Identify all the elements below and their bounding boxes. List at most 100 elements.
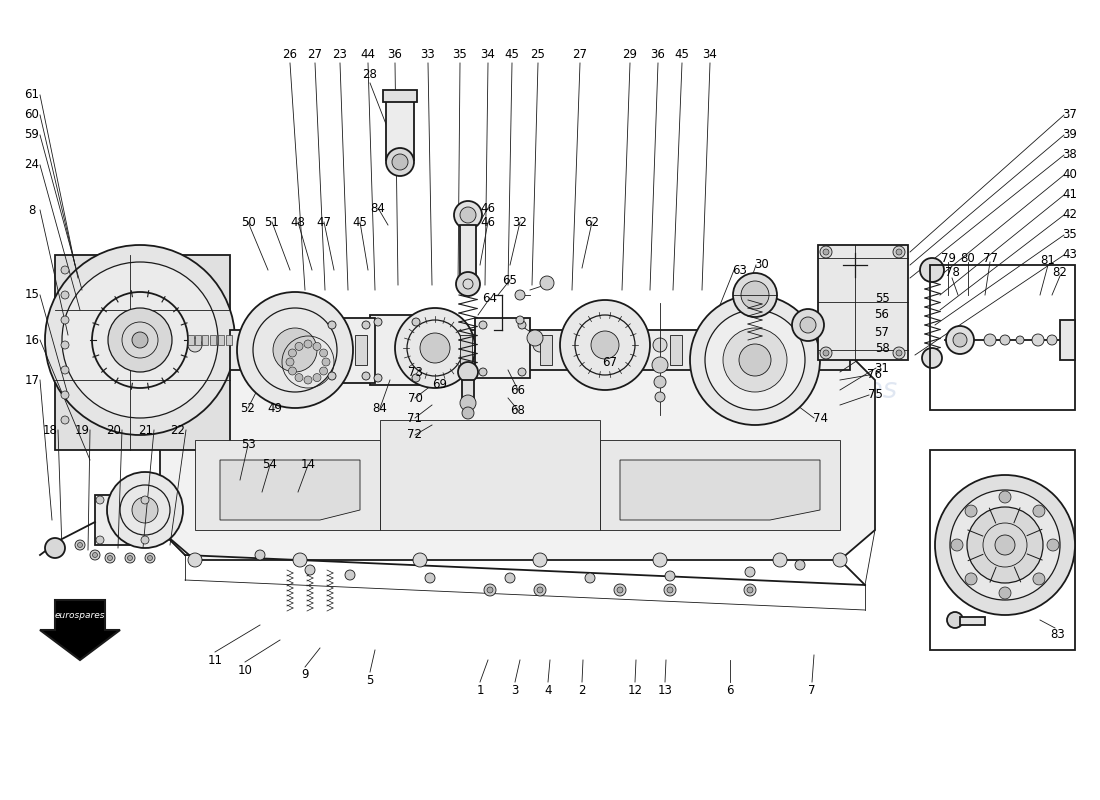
Circle shape <box>537 587 543 593</box>
Circle shape <box>60 416 69 424</box>
Text: 75: 75 <box>868 389 882 402</box>
Circle shape <box>505 573 515 583</box>
Circle shape <box>460 395 476 411</box>
Circle shape <box>654 376 666 388</box>
Circle shape <box>145 553 155 563</box>
Circle shape <box>741 281 769 309</box>
Circle shape <box>322 358 330 366</box>
Bar <box>188 335 194 345</box>
Text: 79: 79 <box>940 251 956 265</box>
Circle shape <box>45 245 235 435</box>
Circle shape <box>690 295 820 425</box>
Circle shape <box>320 367 328 375</box>
Text: 37: 37 <box>1063 109 1077 122</box>
Circle shape <box>534 338 547 352</box>
Polygon shape <box>600 440 840 530</box>
Circle shape <box>293 553 307 567</box>
Circle shape <box>132 497 158 523</box>
Bar <box>355 335 367 365</box>
Text: 83: 83 <box>1050 629 1066 642</box>
Text: 71: 71 <box>407 411 422 425</box>
Circle shape <box>653 338 667 352</box>
Text: 25: 25 <box>530 49 546 62</box>
Text: 21: 21 <box>139 423 154 437</box>
Circle shape <box>314 342 321 350</box>
Circle shape <box>667 587 673 593</box>
Circle shape <box>90 550 100 560</box>
Bar <box>210 335 216 345</box>
Circle shape <box>920 258 944 282</box>
Circle shape <box>345 570 355 580</box>
Circle shape <box>328 372 336 380</box>
Circle shape <box>77 542 82 547</box>
Text: 62: 62 <box>584 215 600 229</box>
Text: 57: 57 <box>874 326 890 338</box>
Bar <box>960 617 984 625</box>
Bar <box>370 315 425 385</box>
Circle shape <box>773 553 786 567</box>
Circle shape <box>487 587 493 593</box>
Circle shape <box>60 266 69 274</box>
Text: 28: 28 <box>363 69 377 82</box>
Circle shape <box>935 475 1075 615</box>
Text: 13: 13 <box>658 683 672 697</box>
Text: eurospares: eurospares <box>742 376 898 404</box>
Text: 23: 23 <box>332 49 348 62</box>
Text: 5: 5 <box>366 674 374 686</box>
Circle shape <box>60 316 69 324</box>
Circle shape <box>141 536 149 544</box>
Circle shape <box>107 472 183 548</box>
Text: 19: 19 <box>75 423 89 437</box>
Bar <box>540 335 552 365</box>
Text: 45: 45 <box>353 215 367 229</box>
Text: 3: 3 <box>512 683 519 697</box>
Circle shape <box>946 326 974 354</box>
Circle shape <box>820 347 832 359</box>
Circle shape <box>591 331 619 359</box>
Text: 30: 30 <box>755 258 769 271</box>
Circle shape <box>273 328 317 372</box>
Circle shape <box>60 291 69 299</box>
Circle shape <box>664 584 676 596</box>
Text: 31: 31 <box>874 362 890 374</box>
Text: 24: 24 <box>24 158 40 171</box>
Circle shape <box>412 318 420 326</box>
Text: 78: 78 <box>945 266 959 279</box>
Circle shape <box>60 366 69 374</box>
Circle shape <box>412 374 420 382</box>
Circle shape <box>947 612 962 628</box>
Circle shape <box>147 555 153 561</box>
Text: 7: 7 <box>808 683 816 697</box>
Text: eurospares: eurospares <box>503 356 658 384</box>
Text: 81: 81 <box>1041 254 1055 266</box>
Text: 64: 64 <box>483 291 497 305</box>
Circle shape <box>288 367 296 375</box>
Text: 61: 61 <box>24 89 40 102</box>
Circle shape <box>833 553 847 567</box>
Text: 47: 47 <box>317 215 331 229</box>
Bar <box>930 265 1075 410</box>
Circle shape <box>922 348 942 368</box>
Circle shape <box>737 352 754 368</box>
Text: 10: 10 <box>238 663 252 677</box>
Circle shape <box>60 391 69 399</box>
Circle shape <box>188 338 202 352</box>
Circle shape <box>723 328 786 392</box>
Circle shape <box>527 330 543 346</box>
Bar <box>226 335 232 345</box>
Circle shape <box>560 300 650 390</box>
Circle shape <box>458 362 478 382</box>
Circle shape <box>745 567 755 577</box>
Text: 59: 59 <box>24 129 40 142</box>
Text: 27: 27 <box>308 49 322 62</box>
Circle shape <box>392 154 408 170</box>
Circle shape <box>304 376 312 384</box>
Circle shape <box>462 407 474 419</box>
Bar <box>95 495 153 545</box>
Text: 46: 46 <box>481 202 495 214</box>
Circle shape <box>516 316 524 324</box>
Circle shape <box>412 553 427 567</box>
Circle shape <box>386 148 414 176</box>
Text: 69: 69 <box>432 378 448 391</box>
Circle shape <box>1000 335 1010 345</box>
